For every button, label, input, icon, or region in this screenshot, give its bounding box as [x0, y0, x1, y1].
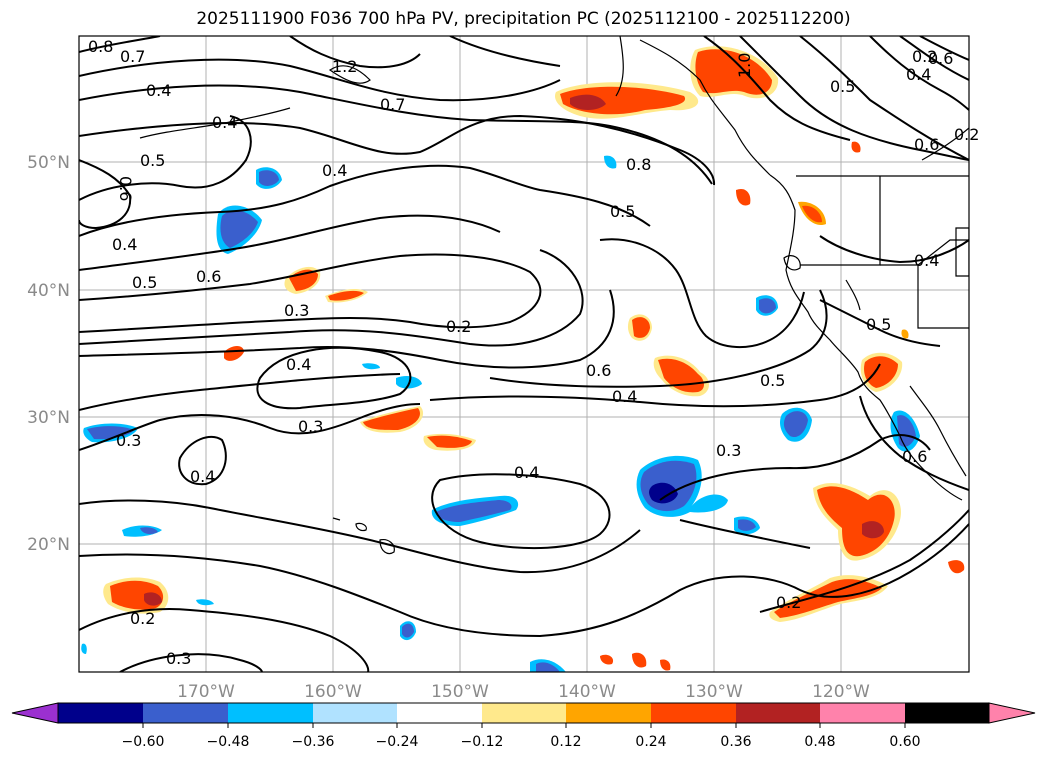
contour-label: 0.4 — [514, 463, 539, 482]
gridlines — [79, 36, 969, 672]
colorbar-tick-label: −0.12 — [461, 734, 504, 750]
colorbar-segment — [651, 703, 736, 723]
contour-label: 0.5 — [610, 202, 635, 221]
lon-label: 120°W — [812, 682, 870, 702]
contour-label: 0.3 — [166, 649, 191, 668]
colorbar-tick-label: −0.36 — [292, 734, 335, 750]
lat-label: 30°N — [27, 408, 70, 428]
precip-negative-areas — [81, 155, 920, 672]
colorbar-tick-label: 0.12 — [550, 734, 581, 750]
contour-label: 0.2 — [130, 609, 155, 628]
contour-label: 0.5 — [760, 371, 785, 390]
contour-label: 0.7 — [120, 47, 145, 66]
contour-label: 0.7 — [380, 95, 405, 114]
colorbar-segment — [736, 703, 820, 723]
colorbar-outline — [57, 702, 990, 724]
contour-label: 0.2 — [776, 593, 801, 612]
colorbar-extend-low — [11, 702, 59, 724]
colorbar-segment — [58, 703, 143, 723]
contour-label: 1.0 — [735, 53, 754, 78]
contour-label: 0.8 — [626, 155, 651, 174]
contour-label: 0.2 — [912, 47, 937, 66]
colorbar: −0.60 −0.48 −0.36 −0.24 −0.12 0.12 0.24 … — [11, 702, 1036, 750]
contour-label: 0.6 — [116, 176, 135, 201]
lat-label: 50°N — [27, 153, 70, 173]
colorbar-tick-label: −0.60 — [122, 734, 165, 750]
colorbar-tick-label: 0.60 — [889, 734, 920, 750]
contour-label: 0.6 — [914, 135, 939, 154]
contour-label: 0.2 — [954, 125, 979, 144]
coastlines — [139, 36, 969, 555]
contour-label: 0.4 — [914, 251, 939, 270]
contour-label: 0.3 — [716, 441, 741, 460]
contour-label: 0.4 — [612, 387, 637, 406]
colorbar-tick-label: 0.36 — [720, 734, 751, 750]
colorbar-segment — [313, 703, 397, 723]
colorbar-segment — [228, 703, 313, 723]
lat-label: 20°N — [27, 535, 70, 555]
contour-label: 0.6 — [928, 49, 953, 68]
lon-label: 170°W — [177, 682, 235, 702]
colorbar-segment — [397, 703, 482, 723]
lon-label: 140°W — [558, 682, 616, 702]
colorbar-segment — [143, 703, 228, 723]
colorbar-segment — [905, 703, 989, 723]
latitude-labels: 50°N 40°N 30°N 20°N — [27, 153, 70, 555]
contour-label: 0.3 — [116, 431, 141, 450]
contour-label: 0.4 — [212, 113, 237, 132]
pv-contours — [79, 36, 969, 672]
colorbar-tick-label: −0.24 — [376, 734, 419, 750]
colorbar-segment — [566, 703, 651, 723]
lat-label: 40°N — [27, 281, 70, 301]
contour-label: 0.4 — [906, 65, 931, 84]
colorbar-tick-label: 0.24 — [635, 734, 666, 750]
lon-label: 150°W — [431, 682, 489, 702]
contour-label: 0.4 — [190, 467, 215, 486]
contour-label: 0.6 — [586, 361, 611, 380]
lon-label: 160°W — [304, 682, 362, 702]
colorbar-segment — [820, 703, 905, 723]
contour-label: 0.5 — [132, 273, 157, 292]
contour-label: 0.4 — [286, 355, 311, 374]
longitude-labels: 170°W 160°W 150°W 140°W 130°W 120°W — [177, 682, 870, 702]
contour-label: 0.5 — [866, 315, 891, 334]
map-border — [78, 35, 970, 673]
colorbar-extend-high — [988, 702, 1036, 724]
contour-label: 0.5 — [140, 151, 165, 170]
colorbar-segment — [482, 703, 566, 723]
contour-label: 0.4 — [322, 161, 347, 180]
colorbar-ticks — [142, 723, 906, 728]
contour-label: 0.6 — [196, 267, 221, 286]
plot-title: 2025111900 F036 700 hPa PV, precipitatio… — [196, 9, 851, 29]
contour-label: 0.8 — [88, 37, 113, 56]
contour-label: 0.6 — [902, 447, 927, 466]
contour-label: 0.2 — [446, 317, 471, 336]
colorbar-tick-label: −0.48 — [207, 734, 250, 750]
contour-label-group: 0.8 0.7 1.2 0.7 0.4 0.5 0.4 0.6 0.4 0.5 … — [88, 37, 979, 668]
contour-label: 0.3 — [284, 301, 309, 320]
colorbar-tick-label: 0.48 — [804, 734, 835, 750]
contour-label: 0.3 — [298, 417, 323, 436]
contour-label: 0.4 — [112, 235, 137, 254]
precip-positive-areas — [103, 46, 965, 671]
contour-label: 0.4 — [146, 81, 171, 100]
lon-label: 130°W — [685, 682, 743, 702]
contour-label: 1.2 — [332, 57, 357, 76]
contour-label: 0.5 — [830, 77, 855, 96]
